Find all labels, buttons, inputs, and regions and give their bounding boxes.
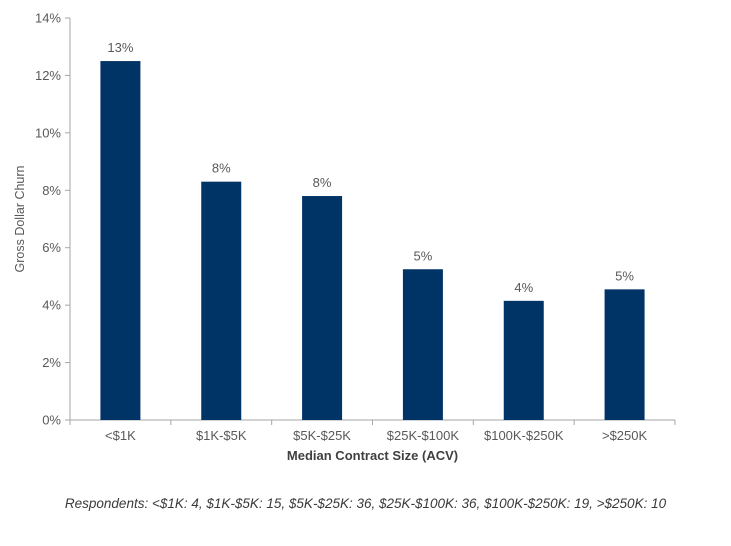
x-axis: <$1K $1K-$5K $5K-$25K $25K-$100K $100K-$250K… — [69, 419, 676, 463]
data-label: 8% — [313, 175, 332, 190]
y-tick-label: 8% — [42, 183, 61, 198]
x-tick-label: $100K-$250K — [484, 428, 564, 443]
y-tick-label: 10% — [35, 125, 61, 140]
bar — [604, 289, 645, 420]
data-label: 5% — [615, 268, 634, 283]
x-tick-label: $5K-$25K — [293, 428, 351, 443]
bar — [201, 181, 242, 420]
x-tick-label: <$1K — [105, 428, 136, 443]
x-tick-label: $1K-$5K — [196, 428, 247, 443]
x-tick-label: >$250K — [602, 428, 648, 443]
bar — [302, 196, 343, 420]
y-tick-label: 4% — [42, 298, 61, 313]
y-ticks: 0% 2% 4% 6% 8% 10% 12% 14% — [35, 11, 70, 428]
data-label: 4% — [514, 280, 533, 295]
respondents-footnote: Respondents: <$1K: 4, $1K-$5K: 15, $5K-$… — [64, 496, 667, 511]
y-axis-label: Gross Dollar Churn — [13, 165, 27, 272]
x-axis-label: Median Contract Size (ACV) — [287, 448, 458, 463]
y-tick-label: 14% — [35, 11, 61, 26]
y-tick-label: 0% — [42, 413, 61, 428]
data-labels: 13% 8% 8% 5% 4% 5% — [107, 40, 634, 295]
y-tick-label: 6% — [42, 240, 61, 255]
data-label: 8% — [212, 161, 231, 176]
x-tick-label: $25K-$100K — [387, 428, 460, 443]
y-tick-label: 2% — [42, 355, 61, 370]
y-tick-label: 12% — [35, 68, 61, 83]
x-ticks: <$1K $1K-$5K $5K-$25K $25K-$100K $100K-$250K… — [69, 420, 676, 443]
bar-series — [100, 61, 645, 420]
data-label: 13% — [107, 40, 133, 55]
bar — [100, 61, 141, 420]
bar — [503, 300, 544, 420]
data-label: 5% — [414, 248, 433, 263]
bar — [402, 269, 443, 420]
y-axis: 0% 2% 4% 6% 8% 10% 12% 14% Gross Dollar Churn — [13, 11, 71, 428]
